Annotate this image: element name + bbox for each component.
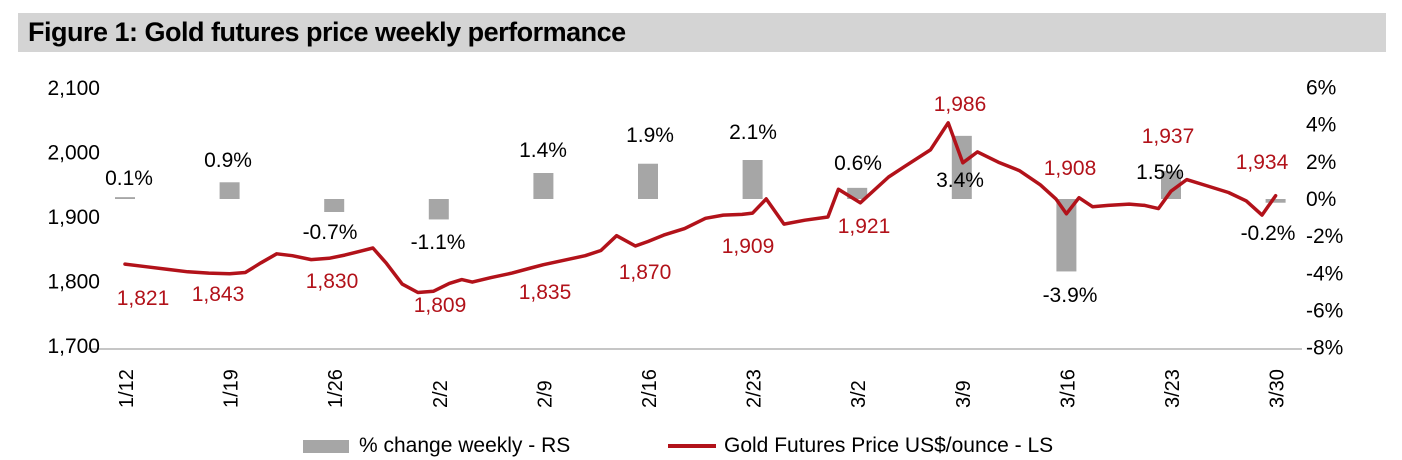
right-axis-tick: -8% xyxy=(1306,337,1343,360)
price-data-label: 1,921 xyxy=(838,215,891,238)
legend-item-pct-change: % change weekly - RS xyxy=(303,434,570,458)
right-axis-tick: -2% xyxy=(1306,225,1343,248)
gold-price-line xyxy=(123,121,1278,295)
right-axis-tick: -4% xyxy=(1306,262,1343,285)
price-data-label: 1,908 xyxy=(1044,157,1097,180)
legend-label-gold-price: Gold Futures Price US$/ounce - LS xyxy=(724,434,1054,457)
legend-label-pct-change: % change weekly - RS xyxy=(359,434,571,457)
left-axis-tick: 1,700 xyxy=(47,335,100,358)
left-axis-tick: 2,100 xyxy=(47,77,100,100)
x-axis-tick: 2/9 xyxy=(534,380,556,408)
x-axis-tick: 3/9 xyxy=(953,380,975,408)
x-axis-tick: 2/23 xyxy=(744,369,766,408)
weekly-change-bar xyxy=(533,173,554,199)
x-axis-tick: 3/16 xyxy=(1057,369,1079,408)
right-axis-tick: 0% xyxy=(1306,188,1336,211)
weekly-change-bar xyxy=(1056,199,1077,272)
price-data-label: 1,909 xyxy=(722,235,775,258)
left-axis-tick: 1,900 xyxy=(47,206,100,229)
weekly-change-bar xyxy=(638,163,658,199)
right-axis-tick: 6% xyxy=(1306,77,1336,100)
weekly-change-bar xyxy=(847,187,868,199)
bar-data-label: 0.1% xyxy=(105,167,153,190)
price-data-label: 1,934 xyxy=(1236,151,1289,174)
weekly-change-bar xyxy=(951,135,972,199)
price-data-label: 1,937 xyxy=(1142,125,1195,148)
bar-data-label: -0.2% xyxy=(1241,222,1296,245)
bar-data-label: 1.4% xyxy=(519,139,567,162)
x-axis-tick: 1/12 xyxy=(116,369,138,408)
left-axis-tick: 1,800 xyxy=(47,271,100,294)
price-data-label: 1,843 xyxy=(192,283,245,306)
x-axis-tick: 1/26 xyxy=(325,369,347,408)
bar-data-label: -0.7% xyxy=(303,221,358,244)
weekly-change-bar xyxy=(324,199,345,212)
weekly-change-bar xyxy=(219,182,240,199)
bar-data-label: 1.5% xyxy=(1136,161,1184,184)
figure-title-bar: Figure 1: Gold futures price weekly perf… xyxy=(18,13,1386,52)
x-axis-tick: 2/2 xyxy=(430,380,452,408)
x-axis-tick: 2/16 xyxy=(639,369,661,408)
bar-data-label: 0.9% xyxy=(204,149,252,172)
line-series-swatch xyxy=(668,444,716,448)
weekly-change-bar xyxy=(115,197,135,199)
bar-data-label: -1.1% xyxy=(411,231,466,254)
x-axis-tick: 3/30 xyxy=(1267,369,1289,408)
price-data-label: 1,986 xyxy=(934,93,987,116)
price-data-label: 1,809 xyxy=(414,294,467,317)
x-axis-tick: 3/23 xyxy=(1162,369,1184,408)
weekly-change-bar xyxy=(1265,199,1286,203)
bar-series-swatch xyxy=(303,439,349,453)
bar-data-label: 1.9% xyxy=(626,124,674,147)
bar-data-label: 0.6% xyxy=(834,152,882,175)
weekly-change-bar xyxy=(1161,171,1181,199)
price-data-label: 1,835 xyxy=(519,281,572,304)
figure-title: Figure 1: Gold futures price weekly perf… xyxy=(28,17,626,47)
right-axis-tick: -6% xyxy=(1306,299,1343,322)
price-data-label: 1,821 xyxy=(117,287,170,310)
bar-data-label: 3.4% xyxy=(936,169,984,192)
weekly-change-bar xyxy=(428,199,449,220)
bar-data-label: -3.9% xyxy=(1043,284,1098,307)
left-axis-tick: 2,000 xyxy=(47,142,100,165)
bar-data-label: 2.1% xyxy=(729,121,777,144)
price-data-label: 1,870 xyxy=(619,261,672,284)
right-axis-tick: 4% xyxy=(1306,114,1336,137)
x-axis-tick: 3/2 xyxy=(848,380,870,408)
weekly-change-bar xyxy=(742,160,763,199)
price-data-label: 1,830 xyxy=(306,270,359,293)
x-axis-tick: 1/19 xyxy=(221,369,243,408)
right-axis-tick: 2% xyxy=(1306,151,1336,174)
legend-item-gold-price: Gold Futures Price US$/ounce - LS xyxy=(668,434,1053,458)
